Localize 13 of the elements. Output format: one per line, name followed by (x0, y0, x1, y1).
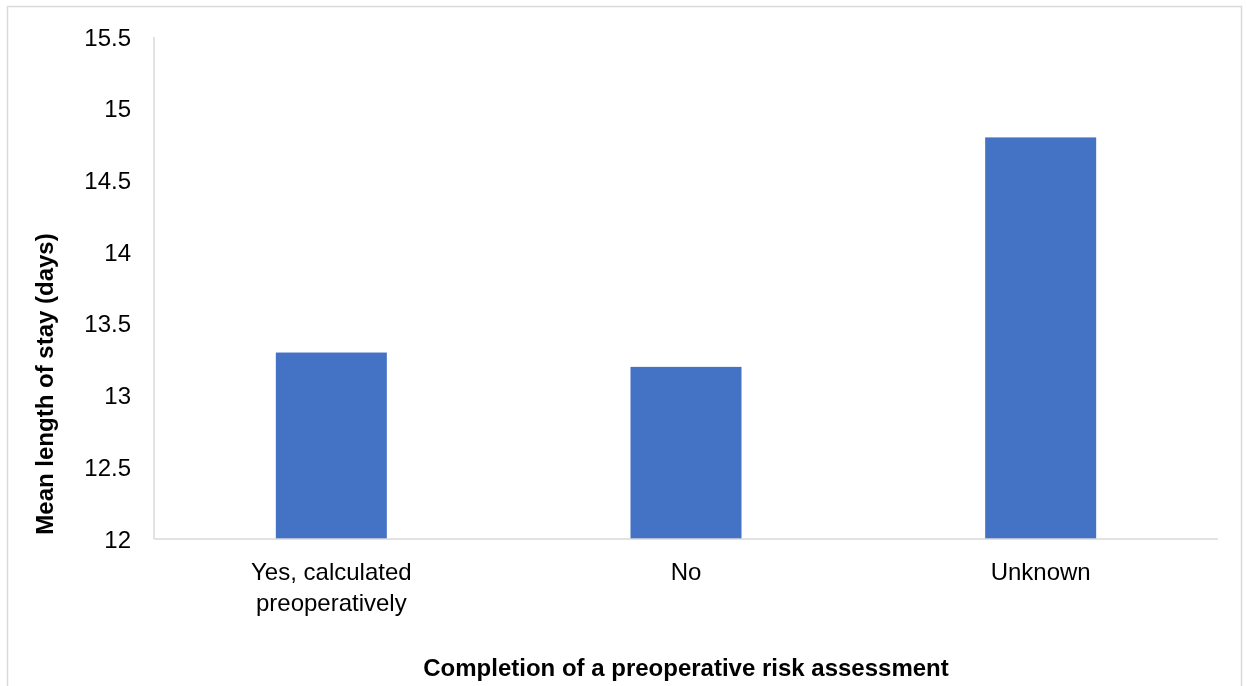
y-tick-label: 13.5 (84, 310, 131, 338)
x-tick-label: Yes, calculated preoperatively (251, 558, 412, 616)
x-tick-label: Unknown (990, 558, 1091, 585)
y-tick-label: 15 (104, 95, 131, 123)
x-axis-title: Completion of a preoperative risk assessment (423, 654, 949, 681)
x-tick-label: No (670, 558, 702, 585)
y-tick-label: 14.5 (84, 166, 131, 194)
y-axis-title: Mean length of stay (days) (31, 233, 58, 535)
y-tick-label: 12 (104, 525, 131, 553)
y-tick-label: 15.5 (84, 23, 131, 51)
y-tick-label: 14 (104, 238, 131, 266)
y-tick-label: 12.5 (84, 453, 131, 481)
y-tick-label: 13 (104, 382, 131, 410)
